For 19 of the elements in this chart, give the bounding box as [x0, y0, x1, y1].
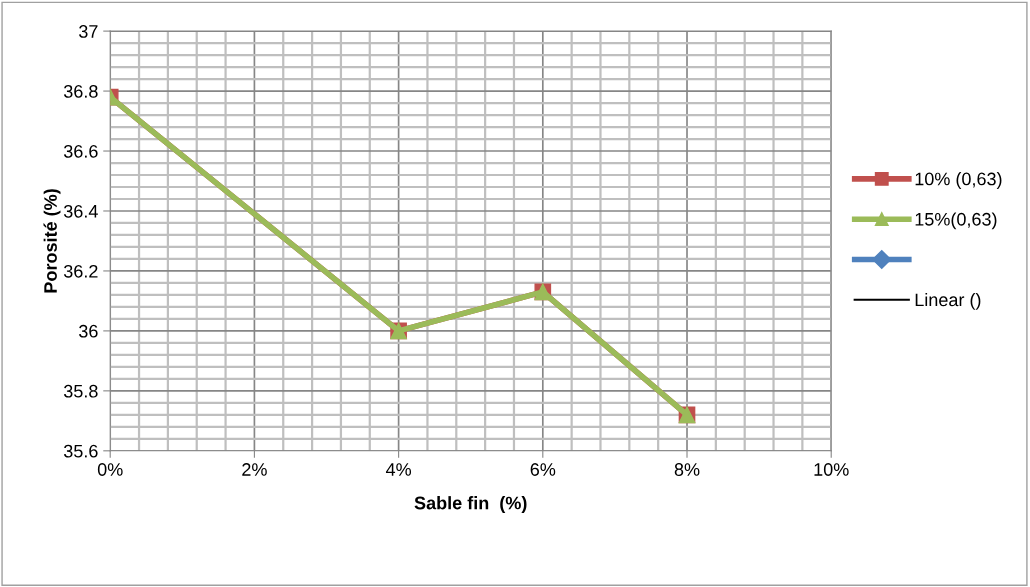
y-tick-label: 36.8 — [63, 85, 98, 98]
x-tick-label: 8% — [674, 463, 700, 476]
y-tick-label: 36 — [79, 324, 98, 338]
y-tick-label: 36.2 — [63, 264, 98, 278]
x-tick-label: 6% — [530, 463, 556, 476]
y-tick-label: 35.6 — [63, 444, 98, 458]
legend-label: Linear () — [915, 293, 981, 310]
y-tick-label: 36.6 — [63, 144, 98, 158]
y-axis-title: Porosité (%) — [43, 189, 61, 293]
y-tick-label: 37 — [79, 25, 98, 38]
x-tick-label: 4% — [385, 463, 412, 476]
y-tick-label: 35.8 — [63, 384, 98, 398]
legend-label: 15%(0,63) — [915, 212, 997, 230]
x-tick-label: 0% — [97, 463, 123, 476]
legend-label: 10% (0,63) — [915, 172, 1002, 189]
x-tick-label: 10% — [814, 463, 849, 476]
x-axis-title: Sable fin (%) — [414, 496, 527, 513]
y-tick-label: 36.4 — [63, 204, 98, 218]
x-tick-label: 2% — [242, 463, 267, 476]
